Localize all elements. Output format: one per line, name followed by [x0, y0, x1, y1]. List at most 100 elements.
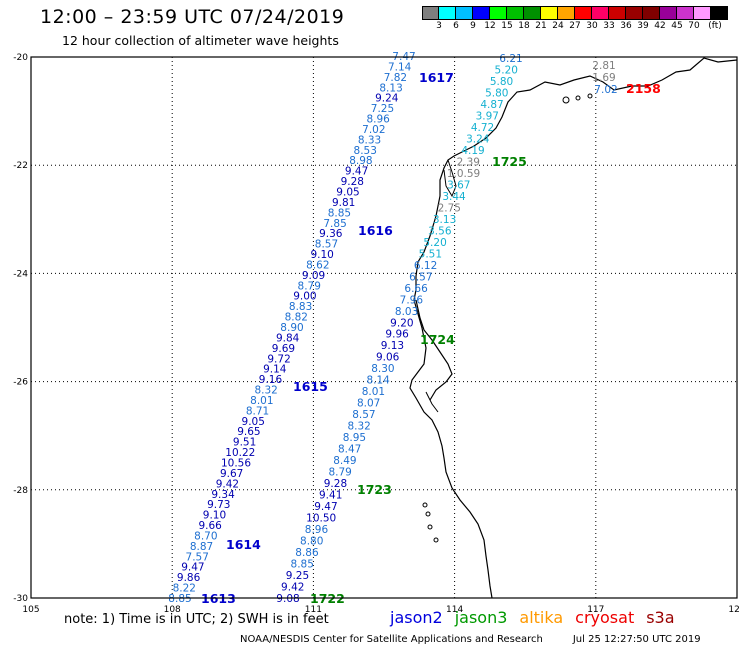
- east-track-value: 9.96: [385, 329, 409, 341]
- east-track-value: 9.41: [319, 490, 342, 502]
- western-australia-coastline: [409, 57, 738, 599]
- west-track-value: 9.65: [237, 426, 260, 438]
- east-track-value: 9.25: [286, 570, 309, 582]
- scale-label: 42: [654, 21, 666, 31]
- longitude-label: 105: [22, 605, 39, 615]
- island: [575, 95, 581, 101]
- west-track-value: 7.57: [186, 551, 209, 563]
- west-track-value: 8.32: [254, 385, 277, 397]
- west-track-value: 8.83: [289, 301, 312, 313]
- east-track-value: 4.19: [461, 145, 484, 157]
- east-track-value: 8.79: [328, 467, 351, 479]
- color-scale-labels: 3 6 9 12 15 18 21 24 27 30 33 36 39 42 45 70 (ft): [422, 20, 728, 32]
- scale-label: 15: [501, 21, 513, 31]
- east-track-value: 2.39: [457, 156, 480, 168]
- west-track-value: 9.00: [293, 291, 316, 303]
- east-track-value: 3.13: [433, 214, 456, 226]
- shark-bay-coastline: [415, 299, 453, 401]
- scale-swatch: [439, 6, 456, 20]
- scale-swatch: [456, 6, 473, 20]
- latitude-label: -22: [13, 161, 28, 171]
- cryosat-track-value: 2.81: [592, 60, 615, 72]
- west-track-value: 8.33: [358, 134, 381, 146]
- island: [425, 511, 431, 517]
- west-track-value: 9.36: [319, 228, 343, 240]
- west-track-value: 9.34: [211, 489, 235, 501]
- east-track-value: 1.0.59: [447, 168, 480, 180]
- east-track-value: 9.47: [314, 501, 337, 513]
- pass-number-label: 1617: [419, 70, 454, 85]
- east-track-value: 6.66: [404, 283, 428, 295]
- east-track-value: 5.80: [490, 76, 513, 88]
- satellite-legend: jason2 jason3 altika cryosat s3a: [390, 608, 687, 627]
- west-track-value: 8.13: [379, 82, 402, 94]
- west-track-value: 8.85: [328, 207, 351, 219]
- west-track-value: 9.24: [375, 93, 399, 105]
- scale-swatch: [694, 6, 711, 20]
- east-track-value: 5.51: [419, 248, 442, 260]
- longitude-label: 111: [305, 605, 322, 615]
- east-track-value: 8.85: [291, 559, 314, 571]
- footer: NOAA/NESDIS Center for Satellite Applica…: [240, 634, 701, 645]
- scale-label: 30: [586, 21, 598, 31]
- scale-label: 45: [671, 21, 683, 31]
- island: [587, 93, 593, 99]
- east-track-value: 8.86: [295, 547, 319, 559]
- west-track-value: 9.16: [259, 374, 283, 386]
- longitude-label: 117: [587, 605, 604, 615]
- latitude-label: -24: [13, 269, 28, 279]
- west-track-value: 8.98: [349, 155, 372, 167]
- cryosat-track-value: 7.02: [594, 84, 617, 96]
- color-scale-swatches: [422, 6, 728, 20]
- scale-swatch: [575, 6, 592, 20]
- scale-swatch: [507, 6, 524, 20]
- east-track-value: 6.21: [499, 53, 522, 65]
- east-track-value: 9.42: [281, 582, 304, 594]
- west-track-value: 9.05: [336, 187, 359, 199]
- east-track-value: 8.30: [371, 363, 394, 375]
- west-track-value: 8.82: [285, 312, 308, 324]
- west-track-value: 7.14: [388, 61, 412, 73]
- page-title: 12:00 – 23:59 UTC 07/24/2019: [40, 6, 345, 28]
- west-track-value: 8.85: [168, 593, 191, 605]
- west-track-value: 8.70: [194, 530, 217, 542]
- scale-swatch: [660, 6, 677, 20]
- west-track-value: 10.22: [225, 447, 255, 459]
- scale-label: 18: [518, 21, 530, 31]
- island: [562, 96, 570, 104]
- scale-swatch: [609, 6, 626, 20]
- east-track-value: 8.14: [366, 375, 390, 387]
- east-track-value: 8.80: [300, 536, 323, 548]
- scale-label: (ft): [708, 21, 722, 31]
- west-track-value: 9.42: [216, 478, 239, 490]
- scale-swatch: [592, 6, 609, 20]
- cryosat-track-value: 1.69: [592, 72, 615, 84]
- latitude-label: -20: [13, 53, 28, 63]
- west-track-value: 9.09: [302, 270, 325, 282]
- pass-number-label: 1723: [357, 482, 392, 497]
- scale-label: 12: [484, 21, 496, 31]
- scale-label: 21: [535, 21, 547, 31]
- east-track-value: 9.06: [376, 352, 400, 364]
- west-track-value: 9.81: [332, 197, 355, 209]
- east-track-value: 6.12: [414, 260, 437, 272]
- west-track-value: 8.87: [190, 541, 213, 553]
- east-track-value: 3.24: [466, 133, 490, 145]
- scale-swatch: [490, 6, 507, 20]
- east-track-value: 3.67: [447, 179, 470, 191]
- longitude-label: 120: [728, 605, 740, 615]
- west-track-value: 8.01: [250, 395, 273, 407]
- scale-swatch: [643, 6, 660, 20]
- east-track-value: 4.87: [480, 99, 503, 111]
- east-track-value: 8.07: [357, 398, 380, 410]
- east-track-value: 8.01: [362, 386, 385, 398]
- scale-label: 27: [569, 21, 581, 31]
- island: [433, 537, 439, 543]
- page-subtitle: 12 hour collection of altimeter wave hei…: [62, 33, 339, 48]
- west-track-value: 7.82: [384, 72, 407, 84]
- west-track-value: 9.72: [267, 353, 290, 365]
- scale-label: 36: [620, 21, 632, 31]
- east-track-value: 8.32: [347, 421, 370, 433]
- pass-number-label: 2158: [626, 81, 661, 96]
